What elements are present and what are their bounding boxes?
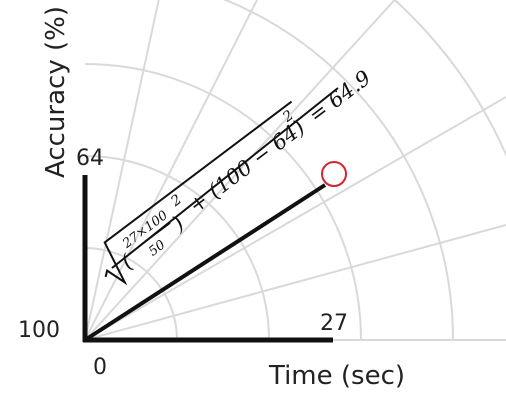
y-axis-label: Accuracy (%) [41, 6, 71, 178]
x-end-tick: 27 [320, 311, 348, 336]
x-origin-tick: 0 [93, 355, 107, 380]
y-bottom-tick: 100 [18, 318, 60, 343]
y-top-tick: 64 [76, 146, 104, 171]
formula-exponent-1: 2 [167, 192, 185, 211]
formula-middle-term: + (100 − 64) [184, 115, 309, 217]
fraction-denominator: 50 [146, 238, 168, 260]
target-marker [322, 162, 346, 186]
background-grid [85, 0, 506, 340]
x-axis-label: Time (sec) [268, 361, 405, 391]
grid-ray-1 [85, 225, 506, 340]
